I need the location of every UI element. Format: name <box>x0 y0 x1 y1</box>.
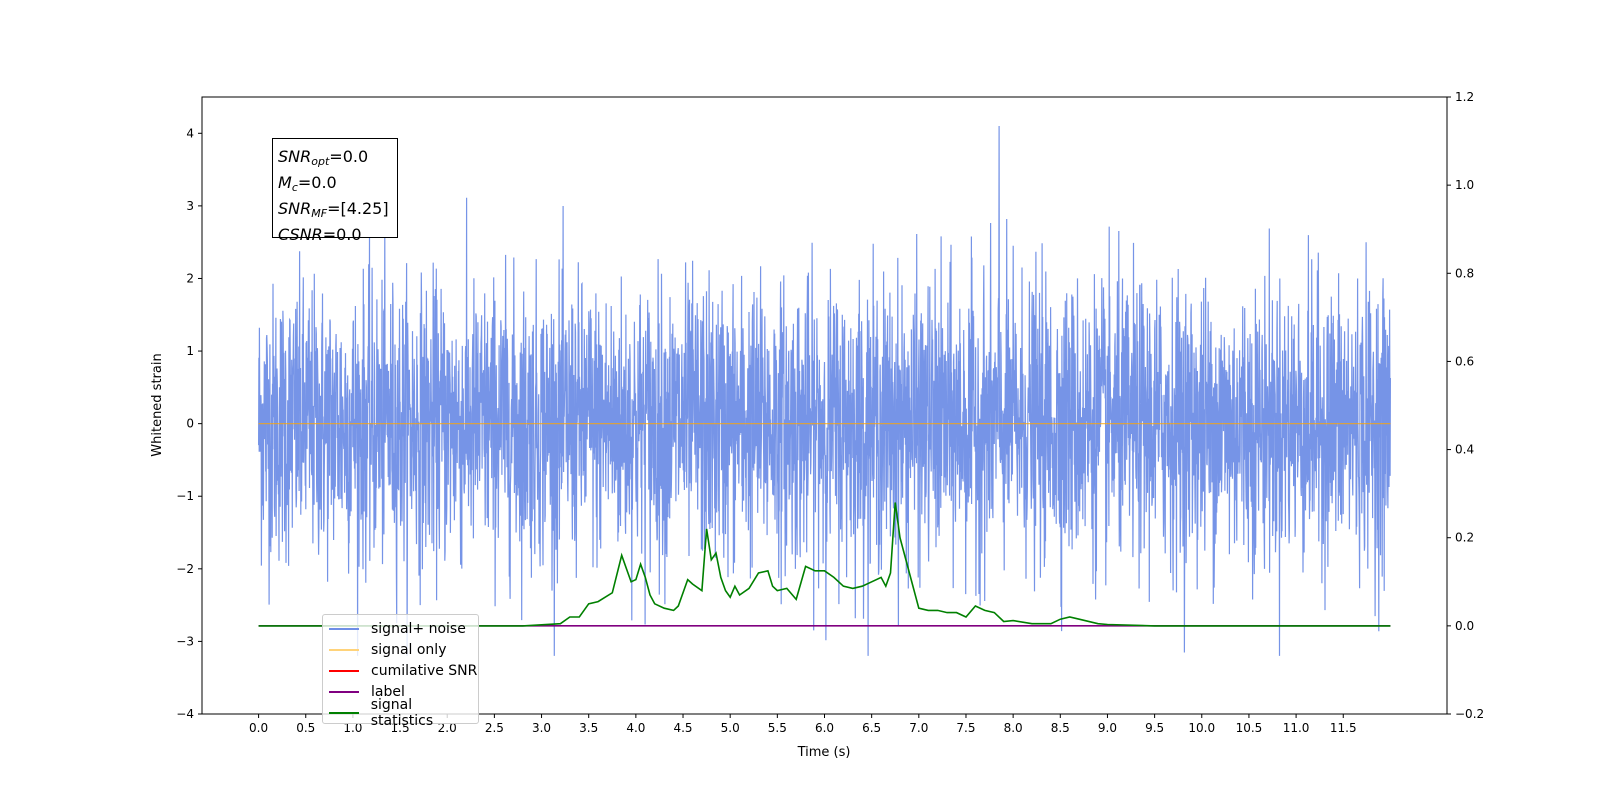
y2-tick-label: 0.6 <box>1455 354 1474 368</box>
x-tick-label: 3.5 <box>579 721 598 735</box>
legend-swatch-signal <box>329 648 359 651</box>
legend-swatch-stats <box>329 711 359 714</box>
x-tick-label: 8.5 <box>1051 721 1070 735</box>
csnr-line: CSNR=0.0 <box>278 225 362 244</box>
legend-swatch-csnr <box>329 669 359 672</box>
signal-statistics-line <box>258 502 1391 627</box>
x-tick-label: 9.5 <box>1145 721 1164 735</box>
y-tick-label: 4 <box>186 126 194 140</box>
y2-axis-ticks: 1.2 1.0 0.8 0.6 0.4 0.2 0.0 −0.2 <box>1447 90 1484 721</box>
y-axis-ticks: 4 3 2 1 0 −1 −2 −3 −4 <box>176 126 202 721</box>
x-tick-label: 2.5 <box>485 721 504 735</box>
y-tick-label: −4 <box>176 707 194 721</box>
x-tick-label: 3.0 <box>532 721 551 735</box>
y-tick-label: −1 <box>176 489 194 503</box>
x-tick-label: 2.0 <box>438 721 457 735</box>
x-tick-label: 9.0 <box>1098 721 1117 735</box>
legend-label-label: label <box>371 683 405 700</box>
y-tick-label: −3 <box>176 634 194 648</box>
legend-item-noise: signal+ noise <box>329 618 478 639</box>
legend-item-csnr: cumilative SNR <box>329 660 478 681</box>
noise-series <box>258 125 1391 656</box>
snr-opt-value: =0.0 <box>329 147 369 166</box>
y2-tick-label: 1.0 <box>1455 178 1474 192</box>
x-tick-label: 7.5 <box>956 721 975 735</box>
y2-tick-label: 0.0 <box>1455 619 1474 633</box>
legend-item-stats: signal statistics <box>329 697 478 729</box>
legend-label-stats: signal statistics <box>370 696 434 729</box>
x-tick-label: 0.5 <box>296 721 315 735</box>
x-axis-label: Time (s) <box>797 745 851 760</box>
y2-tick-label: 1.2 <box>1455 90 1474 104</box>
legend-label-signal: signal only <box>371 641 447 658</box>
mc-value: =0.0 <box>297 173 337 192</box>
y2-tick-label: −0.2 <box>1455 707 1484 721</box>
snr-mf-value: =[4.25] <box>327 199 389 218</box>
y-tick-label: 3 <box>186 199 194 213</box>
csnr-value: =0.0 <box>322 225 362 244</box>
legend-item-label: label <box>329 681 478 702</box>
x-tick-label: 7.0 <box>909 721 928 735</box>
y2-tick-label: 0.8 <box>1455 266 1474 280</box>
x-tick-label: 6.0 <box>815 721 834 735</box>
legend-label-noise: signal+ noise <box>371 620 466 637</box>
x-tick-label: 0.0 <box>249 721 268 735</box>
x-tick-label: 10.5 <box>1236 721 1263 735</box>
legend-swatch-noise <box>329 627 359 630</box>
x-tick-label: 5.5 <box>768 721 787 735</box>
snr-opt-line: SNRopt=0.0 <box>278 147 369 168</box>
y2-tick-label: 0.2 <box>1455 531 1474 545</box>
y-axis-label: Whitened strain <box>150 353 165 456</box>
x-tick-label: 5.0 <box>721 721 740 735</box>
snr-mf-line: SNRMF=[4.25] <box>278 199 389 220</box>
y-tick-label: 2 <box>186 271 194 285</box>
mc-line: Mc=0.0 <box>278 173 337 194</box>
noise-line <box>258 125 1391 656</box>
x-tick-label: 11.5 <box>1330 721 1357 735</box>
y-tick-label: 1 <box>186 344 194 358</box>
x-tick-label: 6.5 <box>862 721 881 735</box>
x-tick-label: 4.5 <box>673 721 692 735</box>
x-tick-label: 8.0 <box>1004 721 1023 735</box>
x-tick-label: 4.0 <box>626 721 645 735</box>
y-tick-label: −2 <box>176 562 194 576</box>
legend: signal+ noise signal only cumilative SNR… <box>322 614 479 729</box>
legend-item-signal: signal only <box>329 639 478 660</box>
stats-annotation-box: SNRopt=0.0 Mc=0.0 SNRMF=[4.25] CSNR=0.0 <box>272 138 398 244</box>
y2-tick-label: 0.4 <box>1455 443 1474 457</box>
x-axis-ticks: 0.0 0.5 1.0 1.5 2.0 2.5 3.0 3.5 4.0 4.5 5.0 5.5 6.0 6… <box>249 714 1357 735</box>
x-tick-label: 10.0 <box>1188 721 1215 735</box>
x-tick-label: 11.0 <box>1283 721 1310 735</box>
y-tick-label: 0 <box>186 417 194 431</box>
x-tick-label: 1.5 <box>391 721 410 735</box>
x-tick-label: 1.0 <box>343 721 362 735</box>
legend-label-csnr: cumilative SNR <box>371 662 478 679</box>
legend-swatch-label <box>329 690 359 693</box>
